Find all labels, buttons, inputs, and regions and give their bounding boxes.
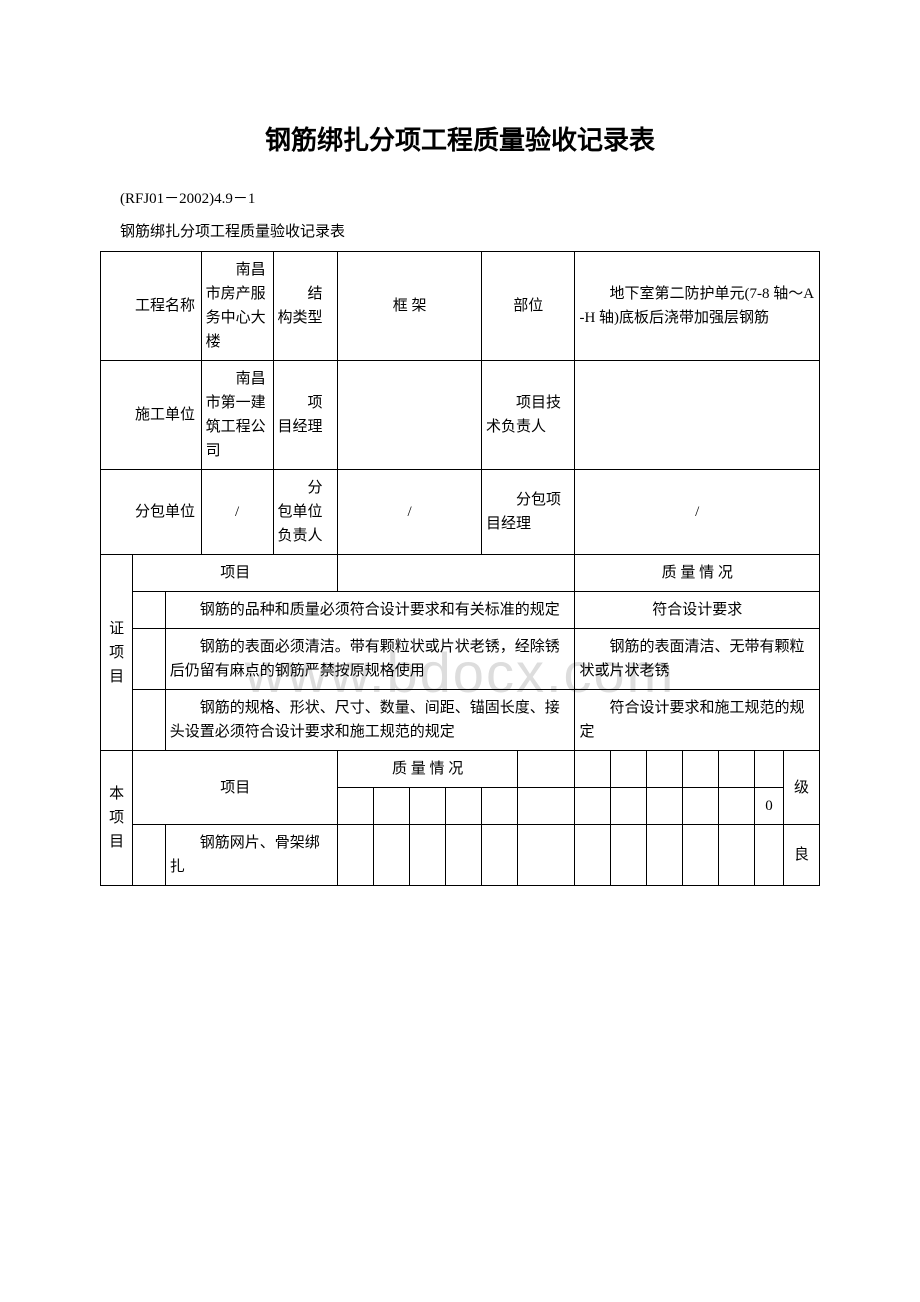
document-subtitle: 钢筋绑扎分项工程质量验收记录表 <box>100 220 820 241</box>
s2-grade-1: 良 <box>783 825 819 886</box>
section1-header-row: 证项目 项目 质 量 情 况 <box>101 555 820 592</box>
section1-row-3: 钢筋的规格、形状、尺寸、数量、间距、锚固长度、接头设置必须符合设计要求和施工规范… <box>101 690 820 751</box>
val-sub-lead: / <box>338 470 482 555</box>
label-tech-lead: 项目技术负责人 <box>486 391 570 439</box>
label-construction-unit: 施工单位 <box>105 403 197 427</box>
s1-qual-3: 符合设计要求和施工规范的规定 <box>579 696 815 744</box>
section2-header-row-1: 本项目 项目 质 量 情 况 级 <box>101 751 820 788</box>
s1-proj-3: 钢筋的规格、形状、尺寸、数量、间距、锚固长度、接头设置必须符合设计要求和施工规范… <box>170 696 571 744</box>
section2-label: 本项目 <box>101 751 133 886</box>
label-structure-type: 结构类型 <box>278 282 334 330</box>
s1-qual-1: 符合设计要求 <box>575 592 820 629</box>
section1-row-1: 钢筋的品种和质量必须符合设计要求和有关标准的规定 符合设计要求 <box>101 592 820 629</box>
section1-proj-header: 项目 <box>133 555 338 592</box>
section2-row-1: 钢筋网片、骨架绑扎 良 <box>101 825 820 886</box>
s1-proj-1: 钢筋的品种和质量必须符合设计要求和有关标准的规定 <box>170 598 571 622</box>
val-sub-pm: / <box>575 470 820 555</box>
header-row-3: 分包单位 / 分包单位负责人 / 分包项目经理 / <box>101 470 820 555</box>
section2-qual-header: 质 量 情 况 <box>338 751 518 788</box>
s1-qual-2: 钢筋的表面清洁、无带有颗粒状或片状老锈 <box>579 635 815 683</box>
val-structure-type: 框 架 <box>338 252 482 361</box>
main-table: 工程名称 南昌市房产服务中心大楼 结构类型 框 架 部位 地下室第二防护单元(7… <box>100 251 820 886</box>
val-subcontractor: / <box>201 470 273 555</box>
label-project-name: 工程名称 <box>105 294 197 318</box>
val-project-name: 南昌市房产服务中心大楼 <box>206 258 269 354</box>
header-row-1: 工程名称 南昌市房产服务中心大楼 结构类型 框 架 部位 地下室第二防护单元(7… <box>101 252 820 361</box>
label-subcontractor: 分包单位 <box>105 500 197 524</box>
section1-row-2: 钢筋的表面必须清洁。带有颗粒状或片状老锈，经除锈后仍留有麻点的钢筋严禁按原规格使… <box>101 629 820 690</box>
label-sub-lead: 分包单位负责人 <box>278 476 334 548</box>
section2-col-0: 0 <box>755 788 784 825</box>
page-title: 钢筋绑扎分项工程质量验收记录表 <box>100 120 820 157</box>
val-project-manager <box>338 361 482 470</box>
val-tech-lead <box>575 361 820 470</box>
s1-proj-2: 钢筋的表面必须清洁。带有颗粒状或片状老锈，经除锈后仍留有麻点的钢筋严禁按原规格使… <box>170 635 571 683</box>
label-project-manager: 项目经理 <box>278 391 334 439</box>
label-sub-pm: 分包项目经理 <box>486 488 570 536</box>
val-position: 地下室第二防护单元(7-8 轴～A-H 轴)底板后浇带加强层钢筋 <box>579 282 815 330</box>
s2-proj-1: 钢筋网片、骨架绑扎 <box>170 831 334 879</box>
section1-qual-header: 质 量 情 况 <box>575 555 820 592</box>
section2-proj-header: 项目 <box>133 751 338 825</box>
section2-grade-header: 级 <box>783 751 819 825</box>
val-construction-unit: 南昌市第一建筑工程公司 <box>206 367 269 463</box>
section1-label: 证项目 <box>101 555 133 751</box>
label-position: 部位 <box>482 252 575 361</box>
header-row-2: 施工单位 南昌市第一建筑工程公司 项目经理 项目技术负责人 <box>101 361 820 470</box>
document-code: (RFJ01－2002)4.9－1 <box>100 187 820 208</box>
